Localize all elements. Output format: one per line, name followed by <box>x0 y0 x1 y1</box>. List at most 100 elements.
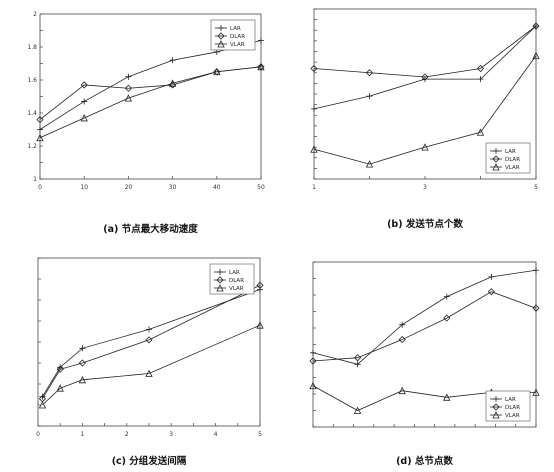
chart-1-legend-label: VLAR <box>505 165 520 171</box>
chart-3-legend-label: VLAR <box>505 413 520 419</box>
chart-2-legend <box>209 263 255 295</box>
chart-1-xtick-label: 5 <box>534 184 538 191</box>
chart-3-series-1-point <box>398 335 406 344</box>
chart-0-ytick-label: 1.8 <box>27 44 37 51</box>
chart-2-series-2-point <box>38 401 47 409</box>
chart-1-xtick-label: 1 <box>312 184 316 191</box>
chart-3-series-0-point <box>310 349 316 356</box>
chart-0-legend-marker <box>217 40 225 48</box>
chart-2-series-2-point <box>56 384 64 392</box>
chart-1-series-1-line <box>313 25 537 78</box>
chart-0-legend-marker <box>218 25 224 31</box>
chart-2-series-0-point <box>79 345 86 352</box>
chart-2-series-1-point <box>256 281 264 289</box>
chart-1-legend-label: DLAR <box>505 157 520 163</box>
chart-1-series-2-point <box>421 143 429 151</box>
chart-1-series-1-point <box>532 22 540 30</box>
chart-2-series-0-point <box>257 286 263 293</box>
chart-1-series-1-point <box>476 64 485 73</box>
chart-3-legend <box>485 390 531 422</box>
chart-2-xtick-label: 1 <box>80 431 84 438</box>
chart-3-series-0-point <box>533 267 539 274</box>
chart-0-series-1-point <box>80 81 88 89</box>
chart-0-series-0-point <box>258 37 264 44</box>
chart-2-legend-marker <box>216 276 224 284</box>
chart-0-xtick-label: 40 <box>213 184 221 191</box>
chart-3-series-2-point <box>443 393 451 401</box>
chart-3-legend-marker <box>492 411 500 419</box>
chart-2-series-1-line <box>42 284 261 399</box>
chart-1-legend-marker <box>493 148 499 154</box>
chart-0-caption: (a) 节点最大移动速度 <box>103 223 198 235</box>
chart-0-legend-marker <box>217 32 225 40</box>
chart-2-legend-label: VLAR <box>229 286 244 292</box>
chart-0-series-2-point <box>80 114 88 122</box>
chart-0-legend-label: LAR <box>230 26 241 32</box>
chart-3-legend-marker <box>492 403 500 411</box>
chart-1-series-2-line <box>313 55 537 165</box>
chart-1-series-0-point <box>311 105 317 112</box>
chart-3-series-1-point <box>309 357 317 365</box>
chart-1-legend <box>485 142 531 174</box>
chart-0-legend <box>210 19 256 51</box>
chart-1-series-1-point <box>310 64 318 73</box>
chart-0-series-0-point <box>81 98 88 105</box>
chart-0-legend-label: VLAR <box>230 42 245 48</box>
chart-0-series-2-point <box>213 67 221 76</box>
chart-1-series-1-point <box>421 73 429 81</box>
chart-0-series-0-point <box>37 126 43 133</box>
chart-2-series-0-point <box>146 326 152 333</box>
chart-2-series-2-line <box>42 324 261 406</box>
chart-0-ytick-label: 1.2 <box>27 143 37 150</box>
chart-0-series-2-point <box>168 79 177 87</box>
chart-3-series-2-point <box>398 386 406 395</box>
chart-3-series-0-line <box>312 269 537 365</box>
chart-2-caption: (c) 分组发送间隔 <box>112 455 187 467</box>
chart-3-series-1-point <box>354 354 362 362</box>
chart-2-series-1-point <box>145 336 153 344</box>
chart-2-legend-marker <box>217 269 223 275</box>
chart-3-series-0-point <box>443 293 450 300</box>
chart-0-series-2-line <box>39 66 262 139</box>
chart-3-series-0-point <box>354 361 361 368</box>
chart-1-series-1-point <box>365 69 374 77</box>
chart-0-xtick-label: 50 <box>257 184 265 191</box>
chart-0-series-0-point <box>169 57 176 64</box>
chart-2-series-2-point <box>78 375 87 384</box>
chart-0-series-2-point <box>36 133 44 142</box>
chart-2-xtick-label: 4 <box>214 431 218 438</box>
chart-0-series-2-point <box>257 62 265 71</box>
chart-3-series-2-point <box>309 381 317 390</box>
chart-2-series-1-point <box>78 359 86 367</box>
chart-1-xtick-label: 3 <box>423 184 427 191</box>
chart-3-legend-label: LAR <box>505 397 516 403</box>
chart-1-legend-marker <box>492 163 500 171</box>
chart-2-xtick-label: 3 <box>169 431 173 438</box>
chart-2-xtick-label: 5 <box>258 431 262 438</box>
chart-2-series-2-point <box>145 369 153 377</box>
chart-2-xtick-label: 2 <box>125 431 129 438</box>
chart-1-series-0-point <box>477 76 484 83</box>
chart-1-legend-label: LAR <box>505 149 516 155</box>
chart-1-caption: (b) 发送节点个数 <box>387 218 463 230</box>
chart-0-ytick-label: 1.4 <box>27 110 37 117</box>
chart-2-legend-marker <box>216 284 224 292</box>
chart-2-legend-label: LAR <box>229 270 240 276</box>
chart-2-series-1-point <box>56 365 64 373</box>
chart-3-legend-marker <box>493 396 499 402</box>
chart-0-ytick-label: 1.6 <box>27 77 37 84</box>
chart-2-legend-label: DLAR <box>229 278 244 284</box>
chart-1-legend-marker <box>492 155 500 163</box>
chart-3-series-0-point <box>488 273 495 280</box>
chart-3-series-1-line <box>312 291 537 362</box>
chart-0-series-1-point <box>124 84 132 92</box>
chart-0-ytick-label: 2 <box>33 11 37 18</box>
chart-1-series-2-point <box>532 51 540 60</box>
chart-1-series-2-point <box>310 145 318 153</box>
chart-0-legend-label: DLAR <box>230 34 245 40</box>
chart-0-ytick-label: 1 <box>33 176 37 183</box>
chart-0-series-2-point <box>124 94 133 102</box>
chart-2-series-2-point <box>256 321 264 329</box>
chart-0-xtick-label: 10 <box>80 184 88 191</box>
